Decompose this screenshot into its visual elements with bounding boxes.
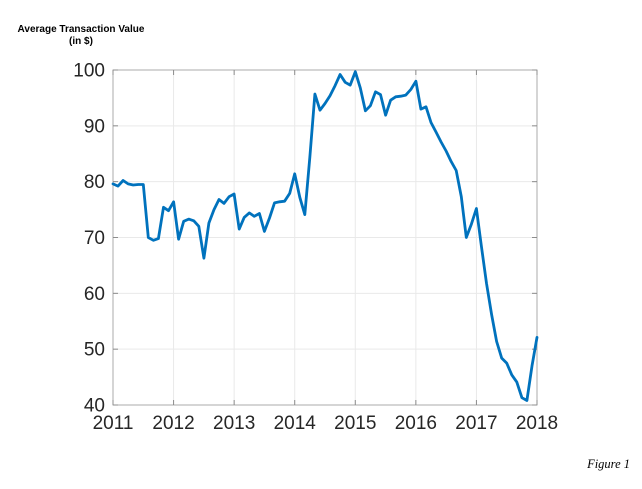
x-tick-label: 2016 [395, 413, 437, 434]
y-tick-label: 70 [84, 228, 105, 249]
y-tick-label: 60 [84, 284, 105, 305]
y-axis-labels: 40 50 60 70 80 90 100 [73, 61, 105, 417]
x-tick-label: 2012 [152, 413, 194, 434]
x-axis-labels: 2011 2012 2013 2014 2015 2016 2017 2018 [93, 413, 559, 434]
x-tick-label: 2014 [274, 413, 317, 434]
chart-title: Average Transaction Value (in $) [17, 24, 145, 47]
y-tick-label: 40 [84, 396, 105, 417]
x-tick-label: 2013 [213, 413, 255, 434]
data-line [111, 70, 539, 402]
y-tick-label: 80 [84, 172, 105, 193]
y-tick-label: 50 [84, 340, 105, 361]
x-tick-label: 2011 [93, 413, 134, 434]
x-tick-label: 2017 [455, 413, 497, 434]
y-tick-label: 90 [84, 116, 105, 137]
figure-caption: Figure 1 [587, 457, 630, 471]
x-tick-label: 2018 [516, 413, 558, 434]
gridlines [113, 70, 537, 405]
y-tick-label: 100 [73, 61, 105, 82]
x-tick-label: 2015 [334, 413, 376, 434]
